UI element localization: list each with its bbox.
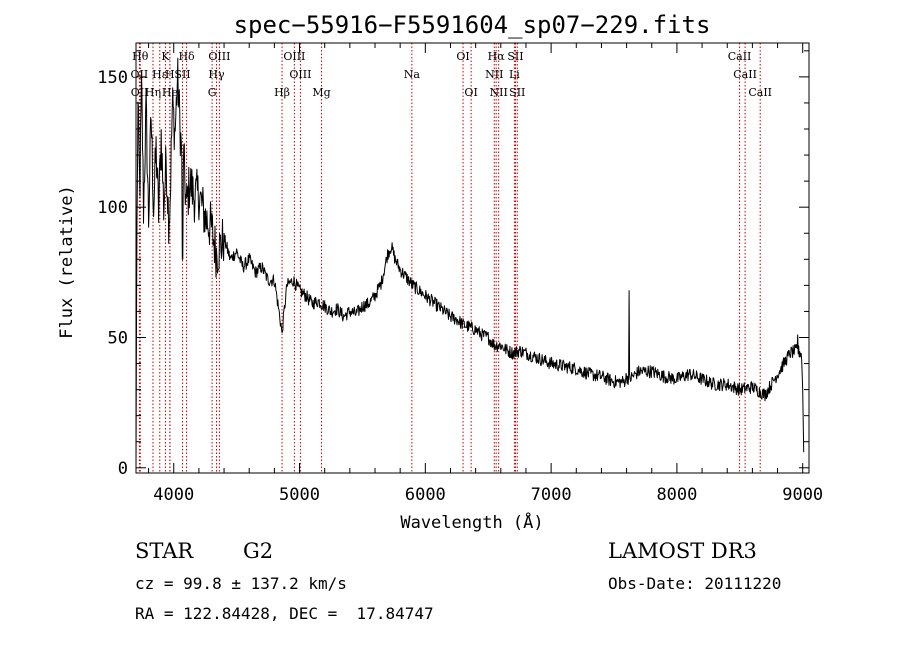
y-tick-label: 0 <box>118 459 128 479</box>
line-marker-label: NII <box>485 68 503 81</box>
line-marker-label: Hα <box>488 50 506 63</box>
line-marker-label: CaII <box>748 86 772 99</box>
y-tick-label: 50 <box>108 328 128 348</box>
line-marker-label: H <box>165 68 175 81</box>
line-marker-label: OIII <box>283 50 305 63</box>
plot-frame <box>135 42 810 474</box>
line-marker-label: Hβ <box>274 86 290 99</box>
line-marker-label: Hε <box>152 68 168 81</box>
line-marker-label: CaII <box>733 68 757 81</box>
line-marker-label: OI <box>456 50 469 63</box>
line-marker-label: OII <box>131 86 149 99</box>
line-marker-label: Na <box>404 68 421 81</box>
emission-line-markers <box>138 43 761 473</box>
y-tick-label: 100 <box>97 198 128 218</box>
x-axis-label: Wavelength (Å) <box>400 511 543 533</box>
survey-name: LAMOST DR3 <box>608 539 757 563</box>
x-tick-label: 4000 <box>153 485 194 505</box>
object-type: STAR <box>135 539 194 563</box>
line-marker-label: Hδ <box>178 50 195 63</box>
line-marker-label: G <box>208 86 217 99</box>
line-marker-label: Hη <box>145 86 161 99</box>
line-marker-label: SII <box>174 68 190 81</box>
x-tick-label: 7000 <box>531 485 572 505</box>
spectrum-line <box>135 57 805 468</box>
x-tick-label: 9000 <box>782 485 823 505</box>
line-marker-label: Hγ <box>208 68 225 81</box>
line-marker-label: OI <box>464 86 477 99</box>
x-tick-label: 5000 <box>279 485 320 505</box>
line-marker-label: Hθ <box>132 50 149 63</box>
x-tick-label: 6000 <box>405 485 446 505</box>
chart-title: spec−55916−F5591604_sp07−229.fits <box>234 11 711 39</box>
y-tick-label: 150 <box>97 68 128 88</box>
line-marker-label: CaII <box>728 50 752 63</box>
line-marker-label: Li <box>509 68 520 81</box>
line-marker-label: OIII <box>289 68 311 81</box>
line-marker-label: NII <box>490 86 508 99</box>
line-marker-label: OII <box>131 68 149 81</box>
line-marker-label: SII <box>507 50 523 63</box>
line-marker-label: Mg <box>312 86 330 99</box>
line-marker-label: OIII <box>208 50 230 63</box>
y-axis-ticks: 0 50 100 150 <box>97 50 809 479</box>
line-marker-label: SII <box>509 86 525 99</box>
x-axis-ticks: 4000 5000 6000 7000 8000 9000 <box>148 43 823 505</box>
y-axis-label: Flux (relative) <box>57 185 77 339</box>
line-marker-label: K <box>161 50 170 63</box>
redshift-readout: cz = 99.8 ± 137.2 km/s <box>135 574 347 593</box>
spectral-subclass: G2 <box>243 539 274 563</box>
x-tick-label: 8000 <box>656 485 697 505</box>
observation-date: Obs-Date: 20111220 <box>608 574 782 593</box>
coordinates-readout: RA = 122.84428, DEC = 17.84747 <box>135 604 434 623</box>
line-marker-label: He <box>162 86 178 99</box>
